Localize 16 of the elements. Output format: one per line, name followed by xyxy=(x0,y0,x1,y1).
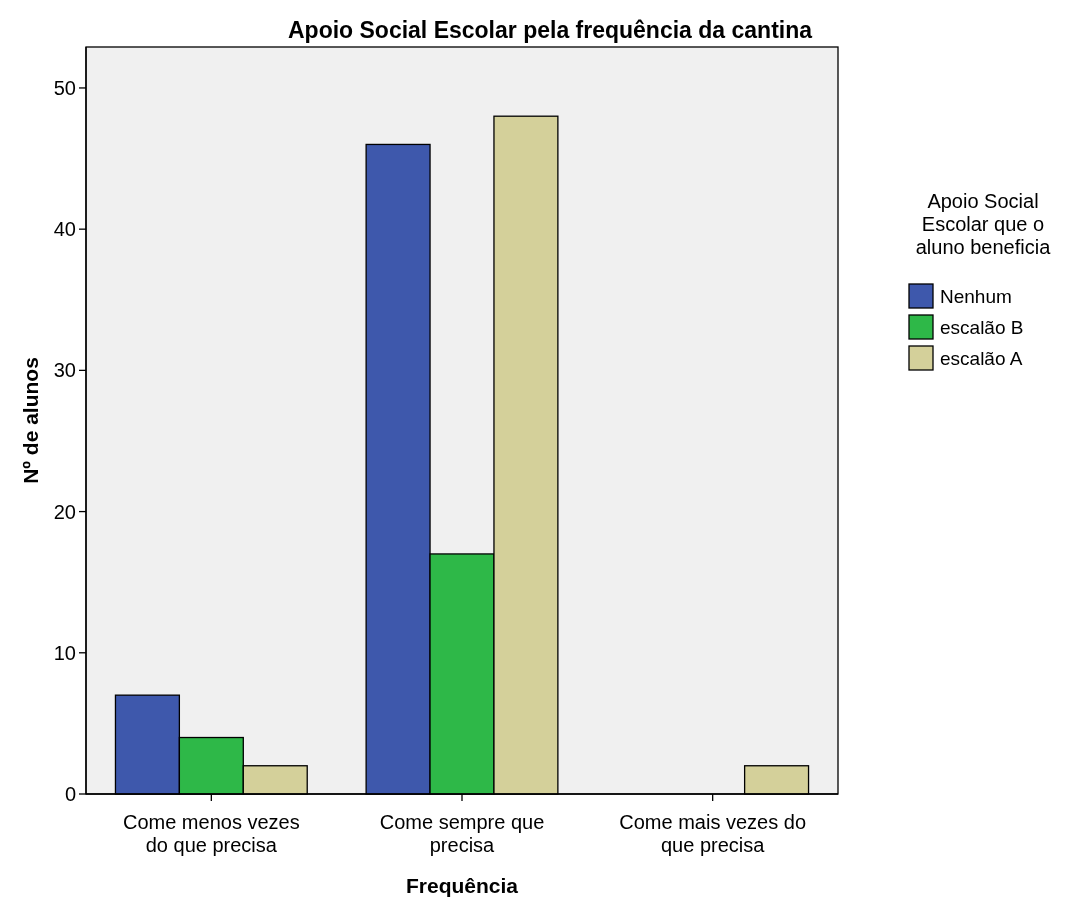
legend-label: escalão A xyxy=(940,347,1023,369)
x-tick-label: Come sempre que precisa xyxy=(379,811,545,856)
x-axis-title: Frequência xyxy=(405,874,519,897)
y-tick-label: 20 xyxy=(53,500,76,523)
chart-title: Apoio Social Escolar pela frequência da cantina xyxy=(287,17,813,43)
legend-title: Apoio Social Escolar que o aluno beneficia xyxy=(915,190,1052,258)
y-axis-title: Nº de alunos xyxy=(19,357,42,484)
y-tick-label: 0 xyxy=(64,783,76,805)
y-tick-label: 30 xyxy=(53,359,76,382)
y-tick-label: 10 xyxy=(53,641,76,664)
y-tick-label: 40 xyxy=(53,218,76,241)
legend-label: Nenhum xyxy=(940,285,1012,307)
legend-label: escalão B xyxy=(940,316,1024,338)
y-tick-label: 50 xyxy=(53,76,76,99)
x-tick-label: Come menos vezes do que precisa xyxy=(122,811,300,856)
x-tick-label: Come mais vezes do que precisa xyxy=(619,811,807,856)
